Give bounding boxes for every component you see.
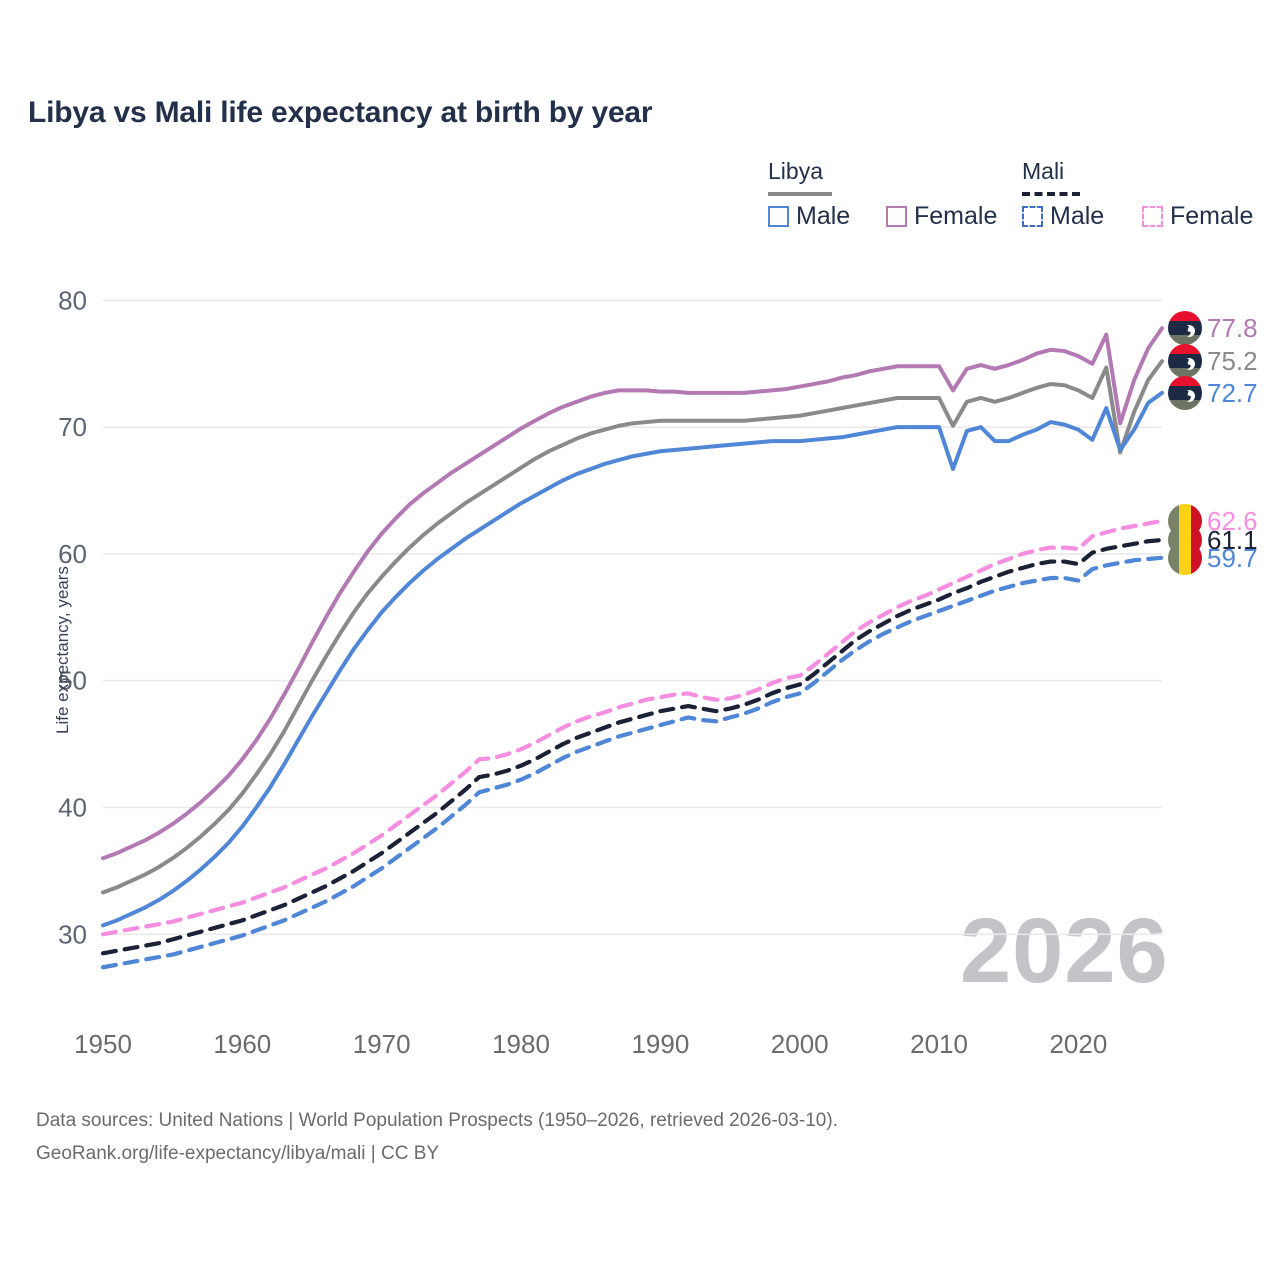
libya-flag-icon	[1168, 311, 1202, 346]
mali-flag-icon	[1168, 503, 1202, 538]
legend-label-libya-female: Female	[914, 202, 998, 230]
legend-group-title-mali: Mali	[1022, 158, 1065, 184]
footer-line-sources: Data sources: United Nations | World Pop…	[36, 1110, 838, 1131]
legend-group-rule-mali	[1022, 192, 1080, 196]
end-label-value: 62.6	[1207, 505, 1258, 536]
x-tick-label: 2000	[771, 1029, 829, 1059]
x-tick-label: 2020	[1049, 1029, 1107, 1059]
libya-flag-icon	[1168, 375, 1202, 410]
series-line-libya-total	[101, 359, 1164, 895]
end-label-libya-male: 72.7	[1168, 375, 1258, 410]
y-tick-label: 80	[58, 285, 87, 315]
page-title: Libya vs Mali life expectancy at birth b…	[28, 96, 653, 129]
end-label-mali-total: 61.1	[1168, 522, 1258, 557]
legend-group-rule-libya	[768, 192, 832, 196]
end-label-mali-female: 62.6	[1168, 503, 1258, 538]
y-tick-label: 60	[58, 539, 87, 569]
x-tick-label: 1990	[631, 1029, 689, 1059]
x-tick-label: 1950	[74, 1029, 132, 1059]
legend-item-mali-male[interactable]: Male	[1022, 204, 1104, 229]
x-tick-label: 1960	[213, 1029, 271, 1059]
end-label-value: 75.2	[1207, 346, 1258, 377]
legend-label-libya-male: Male	[796, 202, 851, 230]
legend-label-mali-male: Male	[1050, 202, 1105, 230]
y-tick-label: 30	[58, 919, 87, 949]
legend-swatch-icon-mali-male	[1022, 206, 1043, 227]
legend-label-mali-female: Female	[1170, 202, 1254, 230]
y-axis-label: Life expectancy, years	[53, 566, 72, 734]
watermark-year: 2026	[960, 900, 1169, 1002]
series-line-mali-male	[100, 555, 1165, 970]
series-line-mali-female	[100, 518, 1165, 937]
x-tick-label: 1970	[353, 1029, 411, 1059]
legend-swatch-icon-libya-male	[768, 206, 789, 227]
series-line-libya-male	[101, 390, 1164, 928]
chart-legend: Libya Mali Male Female Male Female	[760, 158, 1260, 244]
footer: Data sources: United Nations | World Pop…	[36, 1104, 838, 1171]
x-tick-label: 1980	[492, 1029, 550, 1059]
end-label-value: 61.1	[1207, 524, 1258, 555]
end-label-mali-male: 59.7	[1168, 540, 1258, 575]
end-label-value: 77.8	[1207, 313, 1258, 344]
legend-item-libya-male[interactable]: Male	[768, 204, 850, 229]
x-tick-label: 2010	[910, 1029, 968, 1059]
y-axis-tick-labels: 30 40 50 60 70 80	[58, 285, 87, 949]
end-label-libya-female: 77.8	[1168, 311, 1258, 346]
end-label-value: 72.7	[1207, 377, 1258, 408]
legend-item-libya-female[interactable]: Female	[886, 204, 997, 229]
end-label-libya-total: 75.2	[1168, 344, 1258, 379]
series-line-mali-total	[100, 537, 1165, 956]
footer-line-attribution[interactable]: GeoRank.org/life-expectancy/libya/mali |…	[36, 1143, 440, 1165]
libya-flag-icon	[1168, 344, 1202, 379]
series-line-libya-female	[101, 326, 1164, 861]
mali-flag-icon	[1168, 522, 1202, 557]
legend-group-title-libya: Libya	[768, 158, 823, 184]
y-tick-label: 40	[58, 793, 87, 823]
y-tick-label: 70	[58, 412, 87, 442]
gridlines	[103, 299, 1162, 936]
legend-swatch-icon-libya-female	[886, 206, 907, 227]
legend-item-mali-female[interactable]: Female	[1142, 204, 1253, 229]
end-label-value: 59.7	[1207, 542, 1258, 573]
legend-swatch-icon-mali-female	[1142, 206, 1163, 227]
y-tick-label: 50	[58, 666, 87, 696]
x-axis-tick-labels: 1950 1960 1970 1980 1990 2000 2010 2020	[74, 1029, 1107, 1059]
series-lines	[100, 326, 1165, 970]
mali-flag-icon	[1168, 540, 1202, 575]
